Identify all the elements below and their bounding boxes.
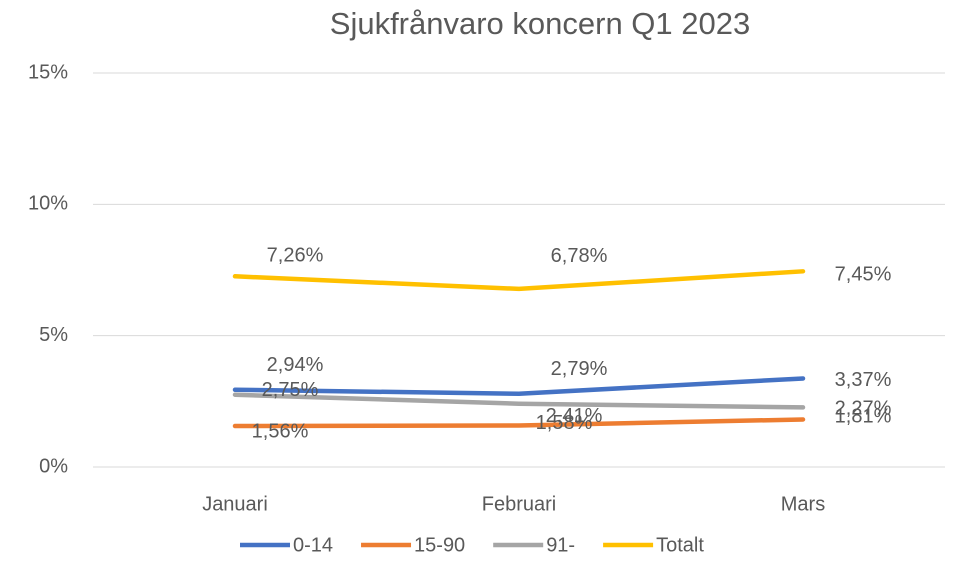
- y-tick-label: 15%: [28, 61, 68, 83]
- legend-label: Totalt: [656, 534, 704, 556]
- x-tick-label: Februari: [482, 493, 556, 515]
- data-label: 1,81%: [835, 406, 892, 428]
- data-label: 2,27%: [835, 398, 892, 420]
- y-tick-label: 10%: [28, 193, 68, 215]
- series-line: [232, 417, 806, 429]
- x-tick-label: Januari: [202, 493, 268, 515]
- chart-title: Sjukfrånvaro koncern Q1 2023: [330, 6, 750, 41]
- data-label: 2,94%: [267, 354, 324, 376]
- data-label: 3,37%: [835, 369, 892, 391]
- legend-label: 15-90: [414, 534, 465, 556]
- data-label: 7,45%: [835, 264, 892, 286]
- data-label: 2,79%: [551, 358, 608, 380]
- data-label: 2,41%: [546, 405, 603, 427]
- y-tick-label: 5%: [39, 324, 68, 346]
- series-line: [232, 392, 806, 410]
- series-line: [232, 269, 806, 292]
- legend-label: 0-14: [293, 534, 333, 556]
- y-tick-label: 0%: [39, 455, 68, 477]
- series-line: [232, 376, 806, 396]
- x-tick-label: Mars: [781, 493, 825, 515]
- data-label: 6,78%: [551, 245, 608, 267]
- data-label: 1,56%: [252, 420, 309, 442]
- legend-label: 91-: [546, 534, 575, 556]
- data-label: 2,75%: [262, 379, 319, 401]
- data-label: 1,58%: [536, 412, 593, 434]
- data-label: 7,26%: [267, 245, 324, 267]
